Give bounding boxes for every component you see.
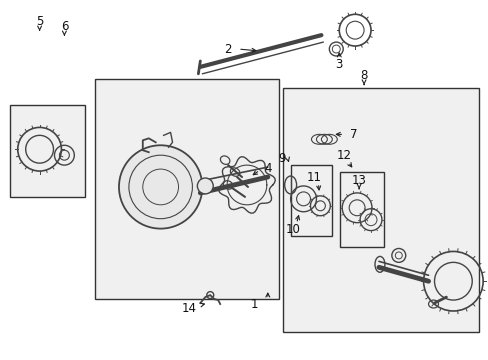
Text: 1: 1 [251, 297, 258, 311]
Bar [340, 172, 383, 247]
Bar [10, 105, 85, 197]
Text: 5: 5 [36, 15, 43, 28]
Text: 14: 14 [182, 302, 197, 315]
Text: 13: 13 [351, 174, 366, 186]
Text: 9: 9 [277, 152, 285, 165]
Circle shape [197, 178, 213, 194]
Text: 6: 6 [61, 20, 68, 33]
Text: 8: 8 [360, 69, 367, 82]
Text: 7: 7 [350, 128, 357, 141]
Text: 12: 12 [336, 149, 351, 162]
Text: 4: 4 [264, 162, 271, 175]
Text: 3: 3 [335, 58, 342, 71]
Text: 10: 10 [285, 223, 300, 236]
Text: 11: 11 [306, 171, 321, 184]
Text: 2: 2 [224, 42, 231, 55]
Bar [282, 88, 478, 332]
Circle shape [119, 145, 202, 229]
Bar [290, 165, 332, 235]
Bar [95, 79, 278, 299]
